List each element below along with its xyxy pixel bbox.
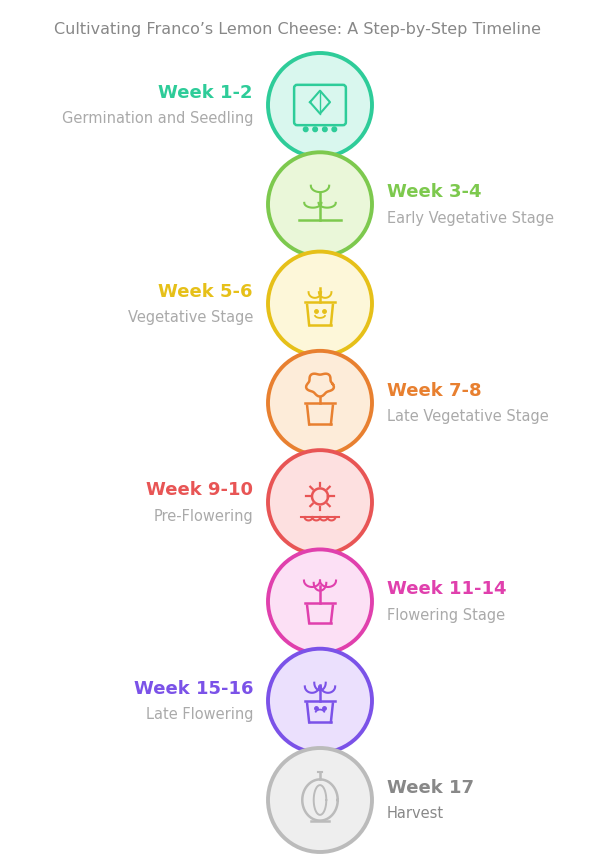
Circle shape <box>268 53 372 157</box>
Text: Late Flowering: Late Flowering <box>146 708 253 722</box>
Text: Harvest: Harvest <box>387 806 444 822</box>
Circle shape <box>268 649 372 753</box>
Text: Week 1-2: Week 1-2 <box>159 84 253 102</box>
Circle shape <box>304 127 308 131</box>
Circle shape <box>268 251 372 356</box>
Text: Germination and Seedling: Germination and Seedling <box>62 111 253 126</box>
Text: Vegetative Stage: Vegetative Stage <box>128 310 253 325</box>
Text: Week 15-16: Week 15-16 <box>134 680 253 698</box>
Text: Flowering Stage: Flowering Stage <box>387 608 505 623</box>
Text: Week 3-4: Week 3-4 <box>387 183 482 201</box>
Text: Week 9-10: Week 9-10 <box>146 481 253 499</box>
Circle shape <box>268 351 372 454</box>
Text: Pre-Flowering: Pre-Flowering <box>153 509 253 524</box>
Circle shape <box>268 450 372 554</box>
Text: Week 7-8: Week 7-8 <box>387 382 482 400</box>
Circle shape <box>323 127 327 131</box>
Text: Late Vegetative Stage: Late Vegetative Stage <box>387 410 549 424</box>
Text: Week 11-14: Week 11-14 <box>387 581 507 599</box>
Circle shape <box>332 127 337 131</box>
Text: Week 17: Week 17 <box>387 779 474 797</box>
Circle shape <box>268 550 372 653</box>
Circle shape <box>313 127 317 131</box>
Circle shape <box>268 748 372 852</box>
Text: Early Vegetative Stage: Early Vegetative Stage <box>387 211 554 226</box>
Text: Week 5-6: Week 5-6 <box>159 283 253 301</box>
Circle shape <box>268 152 372 257</box>
Text: Cultivating Franco’s Lemon Cheese: A Step-by-Step Timeline: Cultivating Franco’s Lemon Cheese: A Ste… <box>53 22 541 37</box>
